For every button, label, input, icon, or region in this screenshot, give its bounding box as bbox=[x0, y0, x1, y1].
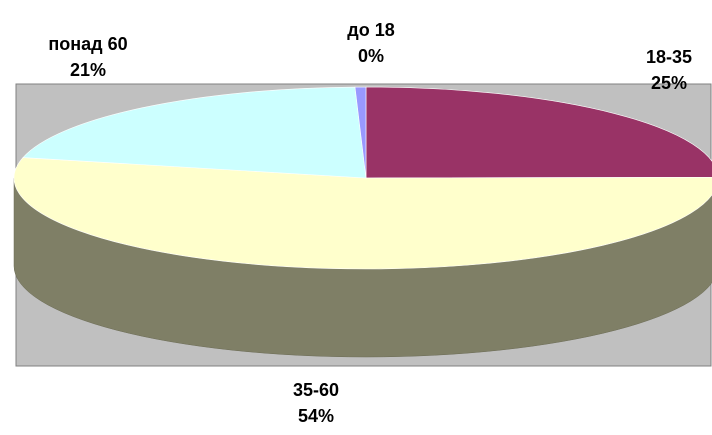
data-label-value: 0% bbox=[357, 46, 385, 66]
data-label-over-60: понад 60 21% bbox=[48, 31, 127, 83]
data-label-category: до 18 bbox=[347, 20, 395, 40]
data-label-category: понад 60 bbox=[48, 34, 128, 54]
pie-slice-35-60 bbox=[13, 157, 712, 270]
data-label-under-18: до 18 0% bbox=[347, 17, 394, 69]
pie-slice-group bbox=[13, 86, 712, 270]
data-label-18-35: 18-35 25% bbox=[646, 44, 692, 96]
data-label-category: 18-35 bbox=[645, 47, 693, 67]
data-label-value: 54% bbox=[297, 406, 335, 426]
pie-slice-18-35 bbox=[365, 86, 712, 179]
pie-slice-60 bbox=[22, 86, 367, 179]
data-label-category: 35-60 bbox=[292, 380, 340, 400]
pie-slice-18 bbox=[354, 86, 367, 179]
data-label-value: 25% bbox=[650, 73, 688, 93]
data-label-35-60: 35-60 54% bbox=[293, 377, 339, 429]
data-label-value: 21% bbox=[69, 60, 107, 80]
